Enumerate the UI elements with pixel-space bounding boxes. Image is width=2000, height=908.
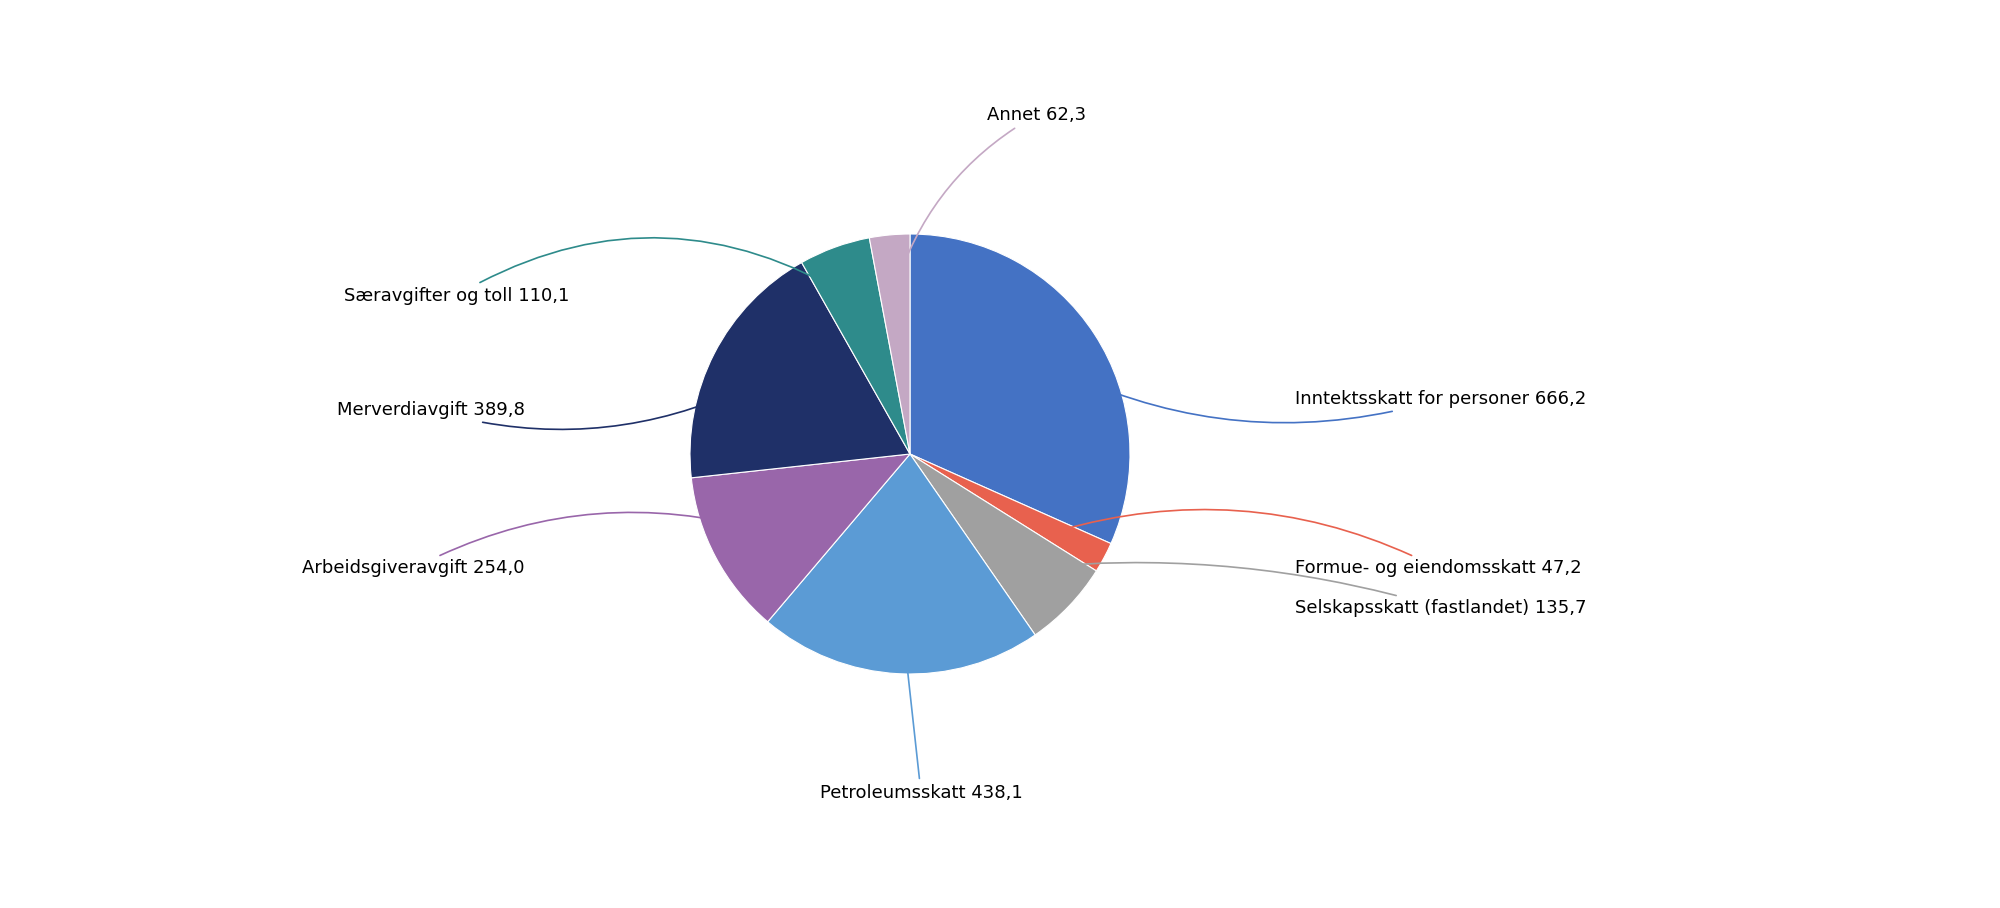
Text: Særavgifter og toll 110,1: Særavgifter og toll 110,1 (344, 238, 850, 304)
Wedge shape (802, 238, 910, 454)
Text: Formue- og eiendomsskatt 47,2: Formue- og eiendomsskatt 47,2 (1058, 509, 1582, 577)
Wedge shape (692, 454, 910, 622)
Text: Selskapsskatt (fastlandet) 135,7: Selskapsskatt (fastlandet) 135,7 (1032, 563, 1586, 617)
Wedge shape (690, 262, 910, 478)
Wedge shape (910, 234, 1130, 544)
Wedge shape (910, 454, 1110, 571)
Wedge shape (768, 454, 1036, 674)
Text: Merverdiavgift 389,8: Merverdiavgift 389,8 (338, 380, 760, 429)
Wedge shape (870, 234, 910, 454)
Wedge shape (910, 454, 1096, 635)
Text: Petroleumsskatt 438,1: Petroleumsskatt 438,1 (820, 622, 1022, 802)
Text: Annet 62,3: Annet 62,3 (896, 106, 1086, 287)
Text: Inntektsskatt for personer 666,2: Inntektsskatt for personer 666,2 (1050, 365, 1586, 423)
Text: Arbeidsgiveravgift 254,0: Arbeidsgiveravgift 254,0 (302, 512, 762, 577)
